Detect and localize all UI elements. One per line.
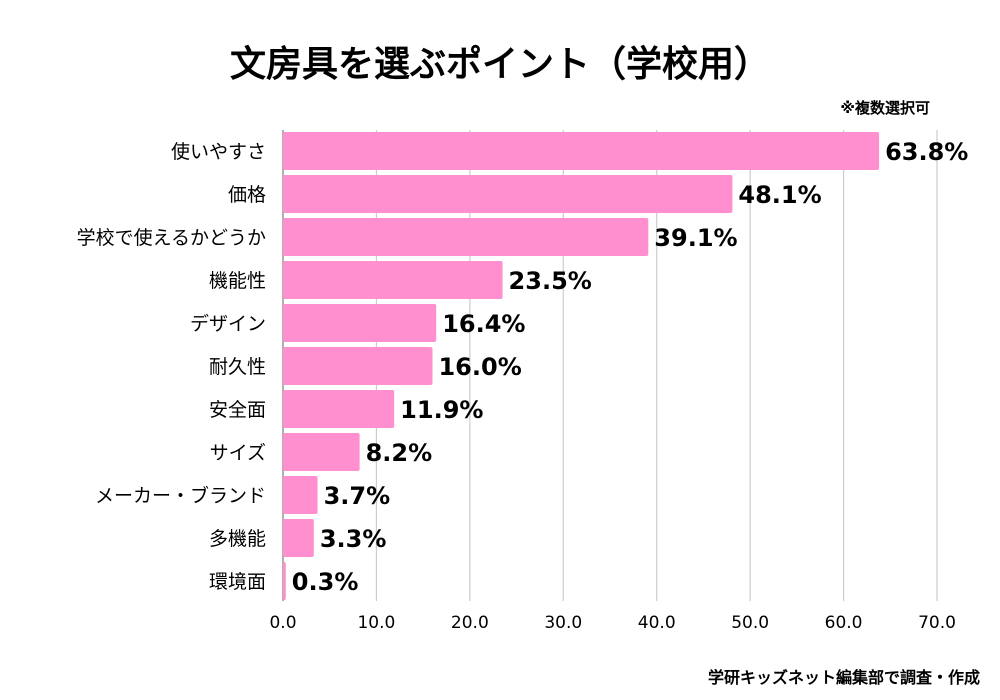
value-label: 16.4% (442, 310, 525, 338)
bar (283, 304, 437, 342)
category-label: 学校で使えるかどうか (77, 227, 266, 249)
x-tick-label: 0.0 (269, 613, 296, 633)
chart-title: 文房具を選ぶポイント（学校用） (230, 43, 770, 85)
value-label: 39.1% (654, 224, 737, 252)
bar (283, 261, 503, 299)
category-label: 価格 (228, 184, 266, 206)
bar (283, 347, 433, 385)
value-label: 63.8% (885, 138, 968, 166)
x-tick-label: 60.0 (825, 613, 863, 633)
value-label: 16.0% (438, 353, 521, 381)
bar (283, 562, 286, 600)
bar (283, 519, 314, 557)
chart-credit: 学研キッズネット編集部で調査・作成 (708, 668, 980, 687)
category-label: 使いやすさ (171, 141, 266, 163)
category-label: 安全面 (209, 399, 266, 421)
bar (283, 433, 360, 471)
category-label: 環境面 (209, 571, 266, 593)
bar (283, 218, 649, 256)
x-tick-label: 10.0 (357, 613, 395, 633)
bar (283, 390, 395, 428)
value-label: 11.9% (400, 396, 483, 424)
bar (283, 132, 880, 170)
category-label: 耐久性 (209, 356, 266, 378)
category-labels: 使いやすさ価格学校で使えるかどうか機能性デザイン耐久性安全面サイズメーカー・ブラ… (77, 141, 266, 593)
value-label: 8.2% (366, 439, 433, 467)
x-tick-label: 30.0 (544, 613, 582, 633)
x-tick-label: 50.0 (731, 613, 769, 633)
x-tick-label: 40.0 (638, 613, 676, 633)
bar (283, 175, 733, 213)
x-tick-label: 70.0 (918, 613, 956, 633)
value-label: 48.1% (738, 181, 821, 209)
category-label: サイズ (210, 442, 266, 464)
bar (283, 476, 318, 514)
value-label: 3.3% (320, 525, 387, 553)
x-tick-labels: 0.0 10.0 20.0 30.0 40.0 50.0 60.0 70.0 (269, 613, 955, 633)
category-label: 機能性 (209, 270, 266, 292)
value-labels: 63.8% 48.1%39.1% 23.5% 16.4% 16.0% 11.9% 8.2% 3… (292, 138, 969, 596)
bars (283, 132, 880, 600)
value-label: 0.3% (292, 568, 359, 596)
chart-note: ※複数選択可 (840, 99, 930, 117)
category-label: 多機能 (209, 528, 266, 550)
category-label: デザイン (190, 313, 266, 335)
x-tick-label: 20.0 (451, 613, 489, 633)
value-label: 3.7% (324, 482, 391, 510)
category-label: メーカー・ブランド (95, 484, 266, 507)
value-label: 23.5% (509, 267, 592, 295)
